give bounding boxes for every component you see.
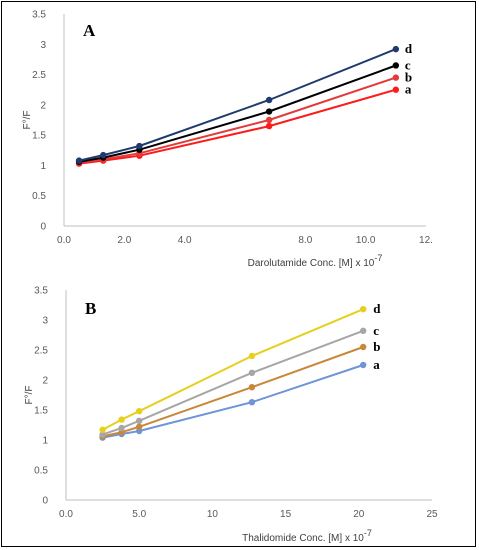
panel-b-series-d-point xyxy=(136,408,143,415)
panel-a-y-tick-label: 2 xyxy=(40,100,46,111)
panel-a-series-d-point xyxy=(136,142,143,150)
panel-b-y-tick-label: 0 xyxy=(42,496,48,507)
panel-a-series-b-label: b xyxy=(405,70,412,85)
panel-b-x-tick-label: 15 xyxy=(280,509,292,520)
panel-a-series-d-label: d xyxy=(405,41,413,56)
panel-a-y-tick-label: 1 xyxy=(40,161,46,172)
panel-a-series-c-point xyxy=(265,108,273,115)
panel-a-x-axis-title: Darolutamide Conc. [M] x 10-7 xyxy=(248,253,383,269)
panel-b-letter: B xyxy=(85,299,96,318)
panel-b-series-c-point xyxy=(99,431,106,438)
panel-b-series-a-point xyxy=(359,361,367,369)
panel-b-y-axis-title: F°/F xyxy=(24,386,35,405)
panel-a-series-d-point xyxy=(100,151,107,159)
panel-b-y-tick-label: 2.5 xyxy=(34,346,48,357)
panel-a-series-d-point xyxy=(392,45,400,53)
panel-b-x-tick-label: 25 xyxy=(426,509,438,520)
panel-a-x-axis-title-exponent: -7 xyxy=(374,253,382,263)
panel-b-series-c-point xyxy=(136,417,143,424)
panel-a-y-tick-label: 3.5 xyxy=(32,10,46,21)
panel-b-y-tick-label: 1 xyxy=(42,436,48,447)
panel-b-series-d-label: d xyxy=(373,301,381,316)
panel-b-series-c-point xyxy=(248,369,256,376)
panel-a-letter: A xyxy=(83,21,96,40)
panel-a-y-tick-label: 1.5 xyxy=(32,131,46,142)
panel-b-x-tick-label: 0.0 xyxy=(59,509,73,520)
panel-b-series-c-point xyxy=(359,327,367,334)
panel-a-x-tick-label: 12. xyxy=(419,235,433,246)
panel-b-series-b-label: b xyxy=(373,339,380,354)
panel-b-series-c-label: c xyxy=(373,323,379,338)
panel-a-series-a-point xyxy=(392,86,400,93)
panel-b-x-axis-title-exponent: -7 xyxy=(364,528,372,538)
panel-a-y-tick-label: 2.5 xyxy=(32,70,46,81)
panel-b-series-b-line xyxy=(102,346,364,438)
panel-a-y-tick-label: 0 xyxy=(40,222,46,233)
panel-b-series-b-point xyxy=(359,343,367,351)
panel-b-x-axis-title-text: Thalidomide Conc. [M] x 10 xyxy=(242,533,364,544)
panel-a-series-a-point xyxy=(265,122,273,130)
panel-a-series-c-line xyxy=(78,64,397,163)
panel-a-y-tick-label: 0.5 xyxy=(32,191,46,202)
panel-b-y-tick-label: 2 xyxy=(42,376,48,387)
panel-b-x-axis-title: Thalidomide Conc. [M] x 10-7 xyxy=(242,528,372,544)
panel-b-series-b-point xyxy=(136,423,143,430)
panel-b-x-tick-label: 10 xyxy=(207,509,219,520)
panel-b-series-d-point xyxy=(99,426,106,433)
panel-a-x-tick-label: 4.0 xyxy=(178,235,192,246)
panel-a-x-tick-label: 2.0 xyxy=(117,235,131,246)
panel-b-series-d-point xyxy=(359,306,367,313)
panel-a-x-tick-label: 10.0 xyxy=(356,235,376,246)
panel-b-y-tick-label: 1.5 xyxy=(34,406,48,417)
panel-a-series-b-point xyxy=(392,74,400,81)
panel-a-y-tick-label: 3 xyxy=(40,40,46,51)
panel-a-x-tick-label: 0.0 xyxy=(57,235,71,246)
panel-b-y-tick-label: 3 xyxy=(42,316,48,327)
panel-b-series-d-point xyxy=(248,352,256,360)
panel-a-x-tick-label: 8.0 xyxy=(298,235,312,246)
panel-b-series-a-point xyxy=(248,399,256,406)
panel-b-series-c-point xyxy=(118,424,125,432)
panel-a-series-b-point xyxy=(265,116,273,124)
panel-b-x-tick-label: 5.0 xyxy=(132,509,146,520)
panel-a-series-c-label: c xyxy=(405,57,411,72)
panel-b-y-tick-label: 0.5 xyxy=(34,466,48,477)
panel-a-series-d-point xyxy=(75,157,83,164)
panel-a-y-axis-title: F°/F xyxy=(22,111,33,130)
panel-b-y-tick-label: 3.5 xyxy=(34,286,48,297)
panel-a-series-d-line xyxy=(78,48,397,162)
panel-b-x-tick-label: 20 xyxy=(353,509,365,520)
panel-a-series-a-label: a xyxy=(405,82,412,97)
panel-a-series-d-point xyxy=(265,96,273,104)
panel-b-series-b-point xyxy=(248,384,256,391)
panel-b-chart: 0 0.5 1 1.5 2 2.5 3 3.5 0.0 5.0 10 15 20 25 F°/F Thalid… xyxy=(24,286,438,545)
panel-b-series-a-label: a xyxy=(373,357,380,372)
panel-a-chart: 0 0.5 1 1.5 2 2.5 3 3.5 0.0 2.0 4.0 8.0 10.0 12. F°/F D… xyxy=(22,10,433,270)
panel-a-series-c-point xyxy=(392,62,400,69)
panel-b-series-d-point xyxy=(118,416,125,423)
panel-a-x-axis-title-text: Darolutamide Conc. [M] x 10 xyxy=(248,258,375,269)
